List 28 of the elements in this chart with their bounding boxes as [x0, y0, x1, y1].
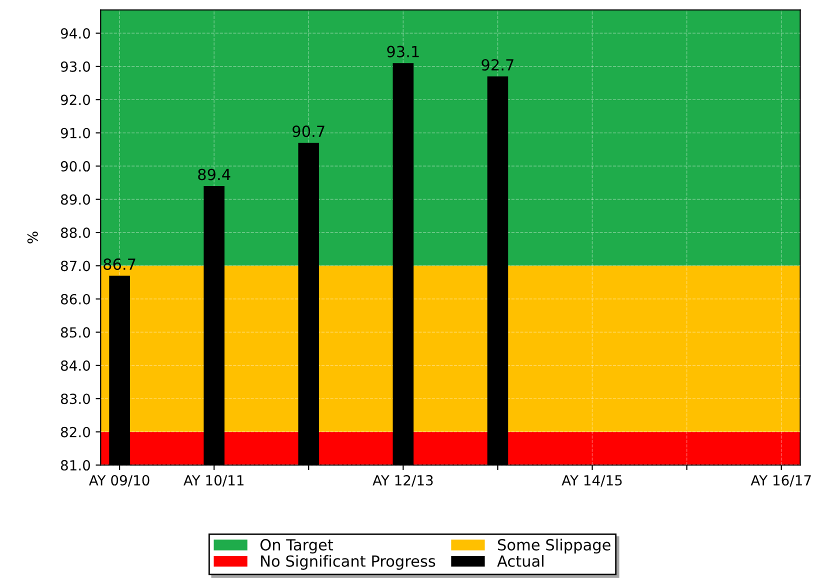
x-tick-label: AY 12/13 [372, 475, 433, 487]
y-tick-label: 85.0 [60, 327, 90, 338]
y-tick-label: 91.0 [60, 128, 90, 138]
data-label: 89.4 [198, 168, 230, 180]
y-tick-label: 88.0 [60, 227, 90, 238]
y-tick-label: 81.0 [60, 460, 90, 471]
y-tick-label: 92.0 [60, 94, 90, 106]
y-tick-label: 87.0 [60, 260, 90, 272]
y-axis-title: % [27, 232, 38, 244]
y-tick-label: 90.0 [60, 161, 90, 172]
y-tick-label: 83.0 [60, 394, 90, 404]
y-tick-label: 82.0 [60, 426, 90, 438]
x-tick-label: AY 10/11 [184, 475, 244, 487]
x-tick-label: AY 09/10 [88, 475, 150, 487]
legend-label: Actual [497, 555, 544, 567]
legend-label: On Target [260, 539, 334, 554]
y-tick-label: 86.0 [60, 294, 90, 304]
data-label: 93.1 [387, 46, 419, 58]
y-tick-label: 84.0 [60, 360, 90, 371]
data-label: 92.7 [482, 59, 514, 71]
y-tick-label: 94.0 [60, 28, 90, 39]
y-tick-label: 93.0 [60, 61, 90, 72]
legend-label: Some Slippage [498, 538, 610, 554]
x-tick-label: AY 16/17 [750, 475, 811, 487]
y-tick-label: 89.0 [60, 194, 90, 205]
legend-label: No Significant Progress [261, 555, 436, 570]
data-label: 90.7 [292, 126, 324, 138]
x-tick-label: AY 14/15 [562, 475, 622, 487]
